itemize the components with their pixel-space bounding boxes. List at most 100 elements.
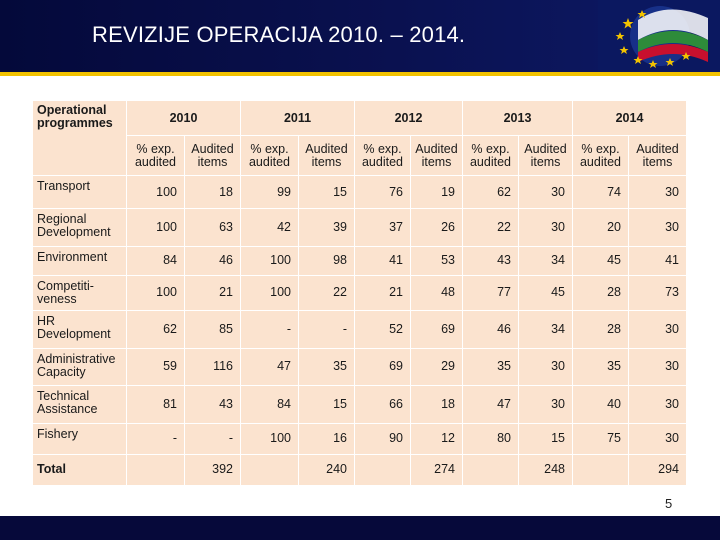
- pct-audited-cell: 45: [572, 245, 629, 276]
- pct-audited-cell: 52: [354, 310, 411, 349]
- program-name: Fishery: [32, 422, 127, 455]
- audited-items-cell: 21: [184, 274, 241, 312]
- table-row: Administrative Capacity 59 116 47 35 69 29 35 30…: [32, 347, 687, 387]
- subheader-pct: % exp. audited: [462, 135, 519, 176]
- pct-audited-cell: 46: [462, 310, 519, 349]
- audited-items-cell: 69: [410, 310, 463, 349]
- pct-audited-cell: 77: [462, 274, 519, 312]
- audited-items-cell: 30: [518, 347, 573, 387]
- total-value: 294: [628, 453, 687, 487]
- total-value: 248: [518, 453, 573, 487]
- audited-items-cell: 30: [518, 385, 573, 424]
- slide-title: REVIZIJE OPERACIJA 2010. – 2014.: [92, 22, 466, 47]
- audit-table: Operational programmes 2010 2011 2012 20…: [32, 99, 687, 487]
- pct-audited-cell: 76: [354, 174, 411, 210]
- pct-audited-cell: 21: [354, 274, 411, 312]
- audited-items-cell: 19: [410, 174, 463, 210]
- pct-audited-cell: 37: [354, 208, 411, 247]
- audit-table-container: Operational programmes 2010 2011 2012 20…: [32, 99, 687, 487]
- pct-audited-cell: 28: [572, 274, 629, 312]
- audited-items-cell: 43: [184, 385, 241, 424]
- audited-items-cell: 116: [184, 347, 241, 387]
- pct-audited-cell: 20: [572, 208, 629, 247]
- audited-items-cell: 30: [628, 347, 687, 387]
- pct-audited-cell: 43: [462, 245, 519, 276]
- program-name: Competiti-veness: [32, 274, 127, 312]
- audited-items-cell: 46: [184, 245, 241, 276]
- pct-audited-cell: 100: [240, 274, 299, 312]
- audited-items-cell: 30: [628, 174, 687, 210]
- year-header: 2010: [126, 99, 241, 137]
- audited-items-cell: 34: [518, 245, 573, 276]
- audited-items-cell: 26: [410, 208, 463, 247]
- pct-audited-cell: 75: [572, 422, 629, 455]
- slide-footer: [0, 516, 720, 540]
- pct-audited-cell: 28: [572, 310, 629, 349]
- table-row: Environment 84 46 100 98 41 53 43 34 45 41: [32, 245, 687, 276]
- audited-items-cell: -: [298, 310, 355, 349]
- table-row: Transport 100 18 99 15 76 19 62 30 74 30: [32, 174, 687, 210]
- program-name: Regional Development: [32, 208, 127, 247]
- corner-header: Operational programmes: [32, 100, 127, 176]
- program-name: Transport: [32, 174, 127, 210]
- audited-items-cell: 30: [518, 208, 573, 247]
- pct-audited-cell: 42: [240, 208, 299, 247]
- total-row: Total 392 240 274 248 294: [32, 453, 687, 487]
- pct-audited-cell: 59: [126, 347, 185, 387]
- pct-audited-cell: 62: [126, 310, 185, 349]
- subheader-row: % exp. audited Audited items % exp. audi…: [33, 135, 687, 176]
- table-row: Technical Assistance 81 43 84 15 66 18 47 30 40 30: [32, 385, 687, 424]
- pct-audited-cell: 40: [572, 385, 629, 424]
- subheader-items: Audited items: [184, 135, 241, 176]
- audited-items-cell: 30: [628, 385, 687, 424]
- pct-audited-cell: 80: [462, 422, 519, 455]
- pct-audited-cell: 100: [126, 208, 185, 247]
- pct-audited-cell: -: [126, 422, 185, 455]
- subheader-pct: % exp. audited: [240, 135, 299, 176]
- program-name: HR Development: [32, 310, 127, 349]
- audited-items-cell: 41: [628, 245, 687, 276]
- audited-items-cell: 85: [184, 310, 241, 349]
- year-header: 2013: [462, 99, 573, 137]
- audited-items-cell: 63: [184, 208, 241, 247]
- table-row: Regional Development 100 63 42 39 37 26 22 30 20 3…: [32, 208, 687, 247]
- pct-audited-cell: 90: [354, 422, 411, 455]
- audited-items-cell: 16: [298, 422, 355, 455]
- subheader-pct: % exp. audited: [572, 135, 629, 176]
- audited-items-cell: 15: [298, 174, 355, 210]
- table-row: HR Development 62 85- -52 69 46 34 28 30: [32, 310, 687, 349]
- pct-audited-cell: 47: [240, 347, 299, 387]
- pct-audited-cell: 69: [354, 347, 411, 387]
- pct-audited-cell: 99: [240, 174, 299, 210]
- subheader-pct: % exp. audited: [126, 135, 185, 176]
- eu-stars-logo-icon: [598, 0, 720, 72]
- year-header-row: Operational programmes 2010 2011 2012 20…: [32, 99, 687, 176]
- total-value: 274: [410, 453, 463, 487]
- audited-items-cell: 45: [518, 274, 573, 312]
- audited-items-cell: 15: [298, 385, 355, 424]
- table-row: Fishery - -100 16 90 12 80 15 75 30: [32, 422, 687, 455]
- pct-audited-cell: 100: [240, 422, 299, 455]
- subheader-items: Audited items: [628, 135, 687, 176]
- pct-audited-cell: -: [240, 310, 299, 349]
- pct-audited-cell: 62: [462, 174, 519, 210]
- audited-items-cell: 73: [628, 274, 687, 312]
- total-label: Total: [32, 453, 127, 487]
- year-header: 2012: [354, 99, 463, 137]
- audited-items-cell: 30: [628, 310, 687, 349]
- audited-items-cell: 22: [298, 274, 355, 312]
- pct-audited-cell: 66: [354, 385, 411, 424]
- audited-items-cell: 48: [410, 274, 463, 312]
- pct-audited-cell: 35: [572, 347, 629, 387]
- audited-items-cell: 18: [410, 385, 463, 424]
- total-value: 240: [298, 453, 355, 487]
- pct-audited-cell: 41: [354, 245, 411, 276]
- program-name: Administrative Capacity: [32, 347, 127, 387]
- program-name: Technical Assistance: [32, 385, 127, 424]
- pct-audited-cell: 74: [572, 174, 629, 210]
- pct-audited-cell: 47: [462, 385, 519, 424]
- audited-items-cell: 30: [628, 208, 687, 247]
- page-number: 5: [665, 496, 673, 511]
- audited-items-cell: -: [184, 422, 241, 455]
- table-row: Competiti-veness 100 21 100 22 21 48 77 45 28 73: [32, 274, 687, 312]
